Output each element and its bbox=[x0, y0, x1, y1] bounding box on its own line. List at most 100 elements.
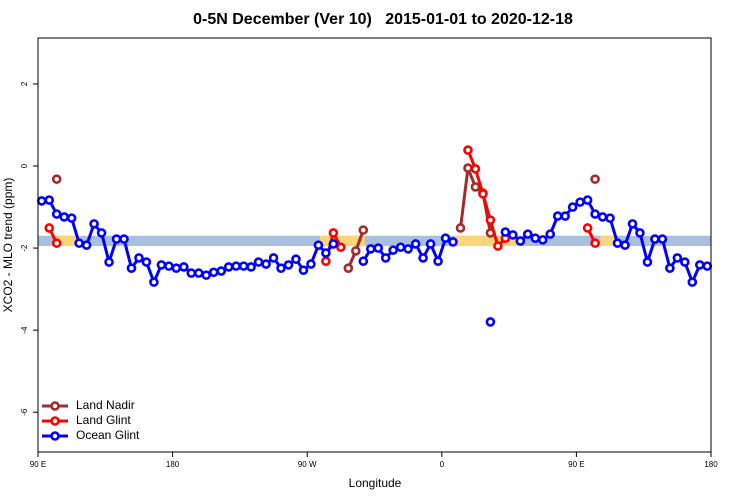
data-point bbox=[478, 189, 488, 199]
data-point bbox=[425, 239, 436, 249]
data-point bbox=[276, 263, 286, 273]
data-point bbox=[582, 195, 593, 205]
data-point bbox=[201, 270, 212, 280]
land-band bbox=[600, 235, 616, 247]
data-point bbox=[388, 245, 398, 255]
data-point bbox=[291, 254, 301, 264]
data-point bbox=[635, 228, 645, 238]
legend-marker bbox=[50, 401, 60, 411]
chart-title: 0-5N December (Ver 10) 2015-01-01 to 202… bbox=[193, 11, 573, 28]
data-point bbox=[328, 239, 339, 249]
x-tick-label: 180 bbox=[166, 460, 180, 469]
data-point bbox=[104, 257, 114, 267]
data-point bbox=[694, 260, 705, 270]
data-point bbox=[51, 209, 62, 219]
data-point bbox=[590, 174, 600, 184]
data-point bbox=[321, 256, 331, 267]
data-point bbox=[380, 253, 391, 263]
y-tick-label: -6 bbox=[20, 408, 29, 416]
data-point bbox=[403, 244, 413, 254]
data-point bbox=[51, 238, 62, 248]
plot-frame bbox=[37, 37, 712, 453]
data-point bbox=[238, 261, 249, 271]
data-point bbox=[36, 196, 47, 206]
data-point bbox=[590, 238, 600, 248]
y-tick-label: -4 bbox=[20, 326, 29, 334]
data-point bbox=[74, 238, 84, 248]
x-tick-label: 90 W bbox=[298, 460, 317, 469]
x-tick-label: 90 E bbox=[568, 460, 584, 469]
land-band bbox=[455, 235, 520, 247]
data-point bbox=[395, 242, 406, 253]
data-point bbox=[328, 228, 339, 238]
data-point bbox=[149, 277, 159, 287]
data-point bbox=[216, 266, 227, 276]
legend-label: Ocean Glint bbox=[76, 428, 140, 442]
data-point bbox=[515, 236, 526, 246]
y-tick-label: 2 bbox=[20, 81, 29, 86]
data-point bbox=[530, 233, 541, 244]
data-point bbox=[575, 197, 585, 207]
data-point bbox=[164, 261, 174, 271]
data-point bbox=[612, 238, 623, 248]
legend-marker bbox=[50, 431, 60, 441]
land-band bbox=[319, 235, 365, 247]
data-point bbox=[567, 202, 578, 212]
data-point bbox=[171, 263, 182, 273]
x-tick-label: 90 E bbox=[30, 460, 46, 469]
data-point bbox=[268, 253, 279, 263]
data-point bbox=[560, 211, 570, 221]
data-point bbox=[44, 195, 55, 205]
data-point bbox=[81, 240, 92, 251]
data-point bbox=[321, 248, 331, 258]
data-point bbox=[223, 262, 234, 272]
data-point bbox=[186, 268, 197, 278]
data-point bbox=[433, 256, 443, 267]
legend-label: Land Nadir bbox=[76, 398, 135, 412]
legend-marker bbox=[50, 416, 60, 426]
data-point bbox=[485, 317, 496, 327]
data-point bbox=[597, 212, 608, 222]
data-point bbox=[89, 219, 99, 229]
data-point bbox=[358, 256, 369, 267]
data-point bbox=[134, 253, 144, 263]
data-point bbox=[672, 253, 683, 263]
data-point bbox=[620, 240, 630, 251]
data-point bbox=[298, 265, 309, 276]
data-point bbox=[440, 233, 451, 244]
x-axis-title: Longitude bbox=[349, 476, 402, 490]
data-point bbox=[522, 229, 533, 239]
data-point bbox=[455, 223, 466, 233]
data-point bbox=[253, 257, 264, 267]
data-point bbox=[66, 213, 77, 223]
data-point bbox=[231, 261, 241, 271]
legend-label: Land Glint bbox=[76, 413, 131, 427]
data-point bbox=[51, 174, 62, 184]
data-point bbox=[627, 219, 638, 229]
data-point bbox=[582, 223, 593, 233]
data-point bbox=[313, 240, 324, 251]
data-point bbox=[552, 211, 563, 221]
data-point bbox=[650, 234, 660, 244]
reference-band bbox=[38, 235, 711, 247]
data-point bbox=[605, 213, 615, 223]
data-point bbox=[687, 277, 698, 287]
y-axis-title: XCO2 - MLO trend (ppm) bbox=[1, 178, 15, 313]
data-point bbox=[351, 246, 361, 256]
data-point bbox=[208, 267, 219, 278]
data-point bbox=[44, 223, 55, 233]
data-point bbox=[680, 257, 690, 267]
data-point bbox=[590, 209, 600, 219]
data-point bbox=[508, 230, 518, 240]
x-tick-label: 180 bbox=[704, 460, 718, 469]
data-point bbox=[410, 239, 421, 249]
data-point bbox=[448, 237, 458, 247]
data-point bbox=[336, 242, 346, 253]
data-point bbox=[485, 215, 496, 225]
data-point bbox=[283, 260, 294, 270]
data-point bbox=[463, 163, 473, 173]
data-point bbox=[246, 262, 256, 272]
y-tick-label: 0 bbox=[20, 163, 29, 168]
x-tick-label: 0 bbox=[440, 460, 445, 469]
